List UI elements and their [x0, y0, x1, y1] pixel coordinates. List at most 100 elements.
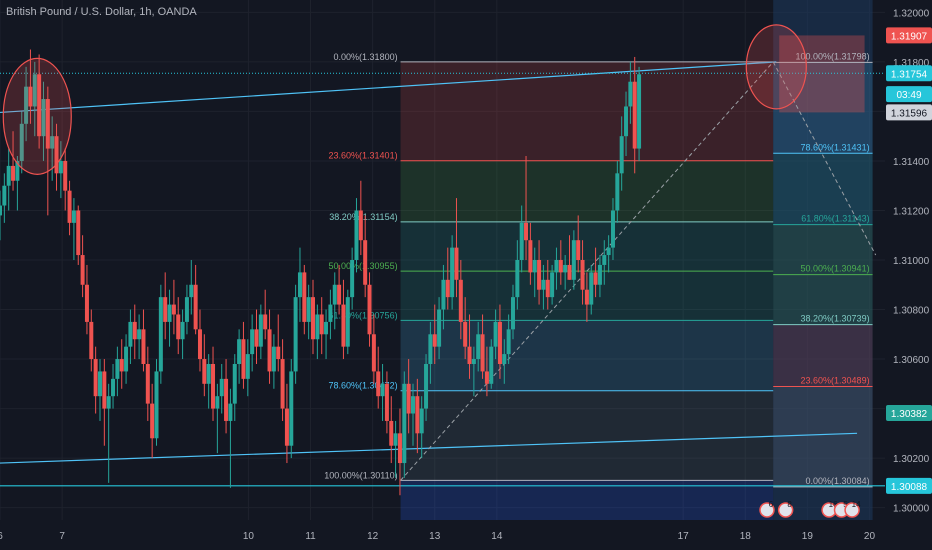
chart-title: British Pound / U.S. Dollar, 1h, OANDA: [6, 6, 197, 18]
candle-body: [71, 210, 76, 223]
candle-body: [519, 222, 524, 260]
candle-body: [384, 383, 389, 421]
candle-body: [254, 329, 259, 347]
candle-body: [424, 364, 429, 409]
fib-projection-zone: [773, 324, 873, 387]
candle-body: [76, 210, 81, 256]
candle-body: [580, 260, 585, 290]
candle-body: [528, 240, 533, 273]
price-label-box: [886, 86, 932, 103]
candle-body: [306, 297, 311, 322]
candle-body: [145, 364, 150, 404]
candle-body: [524, 222, 529, 241]
range-box: [400, 480, 774, 520]
candle-body: [411, 396, 415, 414]
candle-body: [311, 297, 316, 340]
candle-body: [197, 329, 202, 360]
event-badges: 6 8 16 5 14: [759, 500, 861, 518]
trendline: [0, 432, 858, 464]
price-label: 03:49: [896, 90, 921, 101]
candle-body: [63, 160, 68, 191]
candle-body: [319, 314, 324, 335]
candle-body: [19, 123, 24, 161]
price-label: 1.31754: [891, 69, 928, 80]
candle-body: [111, 378, 116, 397]
candle-body: [510, 297, 515, 330]
candle-body: [406, 383, 411, 414]
candle-body: [115, 359, 120, 379]
candles: [0, 49, 642, 496]
candle-body: [271, 346, 276, 372]
candle-body: [497, 321, 502, 364]
candle-body: [602, 255, 607, 265]
candle-body: [558, 260, 563, 273]
event-badge-count: 8: [787, 500, 792, 509]
candle-body: [137, 329, 142, 340]
fib-projection-label: 50.00%(1.30941): [801, 264, 870, 274]
candle-body: [206, 364, 211, 384]
candle-body: [393, 433, 398, 446]
candle-body: [341, 304, 346, 347]
fib-projection-zone: [773, 62, 873, 154]
candle-body: [302, 272, 307, 322]
time-tick-label: 7: [59, 531, 65, 542]
candle-body: [345, 297, 350, 347]
candle-body: [402, 383, 407, 464]
markers: [2, 24, 807, 175]
highlight-circle: [745, 24, 807, 110]
candle-body: [15, 160, 20, 181]
candle-body: [619, 136, 624, 174]
candle-body: [250, 329, 255, 355]
fib-retracement-label: 78.60%(1.30472): [329, 381, 398, 391]
price-tick-label: 1.31000: [893, 256, 930, 267]
fib-retracement-zone: [400, 221, 774, 272]
dashed-path: [400, 61, 774, 481]
fib-projection-zone: [773, 153, 873, 225]
candle-body: [606, 247, 611, 256]
candle-body: [267, 329, 272, 372]
candle-body: [263, 314, 268, 330]
price-tick-label: 1.30000: [893, 504, 930, 515]
candle-body: [367, 284, 372, 335]
candle-body: [80, 255, 85, 285]
candle-body: [232, 364, 237, 404]
candle-body: [610, 210, 615, 248]
candle-body: [2, 185, 7, 206]
candle-body: [428, 334, 433, 364]
candle-body: [176, 314, 181, 340]
fib-projection-zone: [773, 386, 873, 487]
candle-body: [180, 321, 185, 340]
time-tick-label: 10: [243, 531, 255, 542]
candle-body: [532, 260, 537, 273]
candle-body: [37, 74, 42, 137]
candle-body: [32, 74, 37, 107]
candle-body: [397, 433, 402, 464]
fib-projection-label: 0.00%(1.30084): [806, 476, 870, 486]
candle-body: [419, 408, 424, 434]
candle-body: [484, 371, 489, 384]
event-badge-icon: [844, 502, 860, 518]
candle-body: [463, 321, 468, 347]
candle-body: [545, 279, 550, 298]
fib-retracement-label: 50.00%(1.30955): [329, 261, 398, 271]
candle-body: [589, 272, 594, 305]
price-label-box: [886, 477, 932, 494]
candle-body: [41, 99, 46, 137]
fib-retracement-zone: [400, 320, 774, 391]
price-label: 1.30382: [891, 409, 928, 420]
candle-body: [450, 247, 455, 298]
time-tick-label: 13: [429, 531, 441, 542]
candle-body: [241, 339, 246, 379]
candle-body: [571, 240, 576, 280]
fib-projection-zone: [773, 274, 873, 325]
candle-body: [415, 396, 420, 434]
price-label-box: [886, 104, 932, 121]
candle-body: [297, 272, 302, 298]
candle-body: [224, 378, 229, 421]
price-label: 1.31907: [891, 31, 928, 42]
price-axis-bg: [885, 0, 932, 550]
price-axis: 1.300001.302001.304001.306001.308001.310…: [885, 0, 932, 550]
candle-body: [628, 81, 633, 107]
price-label: 1.31596: [891, 108, 928, 119]
